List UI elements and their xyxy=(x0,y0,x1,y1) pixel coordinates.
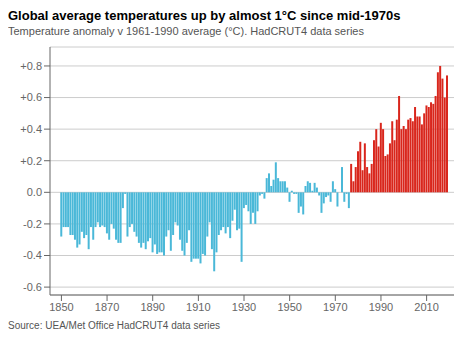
svg-text:1930: 1930 xyxy=(232,301,256,313)
svg-text:+0.8: +0.8 xyxy=(20,60,42,72)
svg-text:1970: 1970 xyxy=(323,301,347,313)
html-text:Global average temperatures up: Global average temperatures up by almost… xyxy=(8,8,401,23)
svg-text:1990: 1990 xyxy=(369,301,393,313)
svg-text:+0.2: +0.2 xyxy=(20,155,42,167)
svg-text:1910: 1910 xyxy=(186,301,210,313)
svg-text:2010: 2010 xyxy=(414,301,438,313)
svg-text:+0.6: +0.6 xyxy=(20,91,42,103)
svg-text:-0.2: -0.2 xyxy=(23,218,42,230)
svg-text:1850: 1850 xyxy=(49,301,73,313)
html-text:Temperature anomaly v 1961-199: Temperature anomaly v 1961-1990 average … xyxy=(8,25,364,37)
svg-text:0.0: 0.0 xyxy=(27,186,42,198)
html-text:Source: UEA/Met Office HadCRUT: Source: UEA/Met Office HadCRUT4 data ser… xyxy=(8,320,221,331)
svg-text:-0.4: -0.4 xyxy=(23,249,42,261)
svg-text:1890: 1890 xyxy=(140,301,164,313)
svg-text:+0.4: +0.4 xyxy=(20,123,42,135)
svg-text:1870: 1870 xyxy=(95,301,119,313)
svg-text:1950: 1950 xyxy=(277,301,301,313)
svg-text:-0.6: -0.6 xyxy=(23,281,42,293)
